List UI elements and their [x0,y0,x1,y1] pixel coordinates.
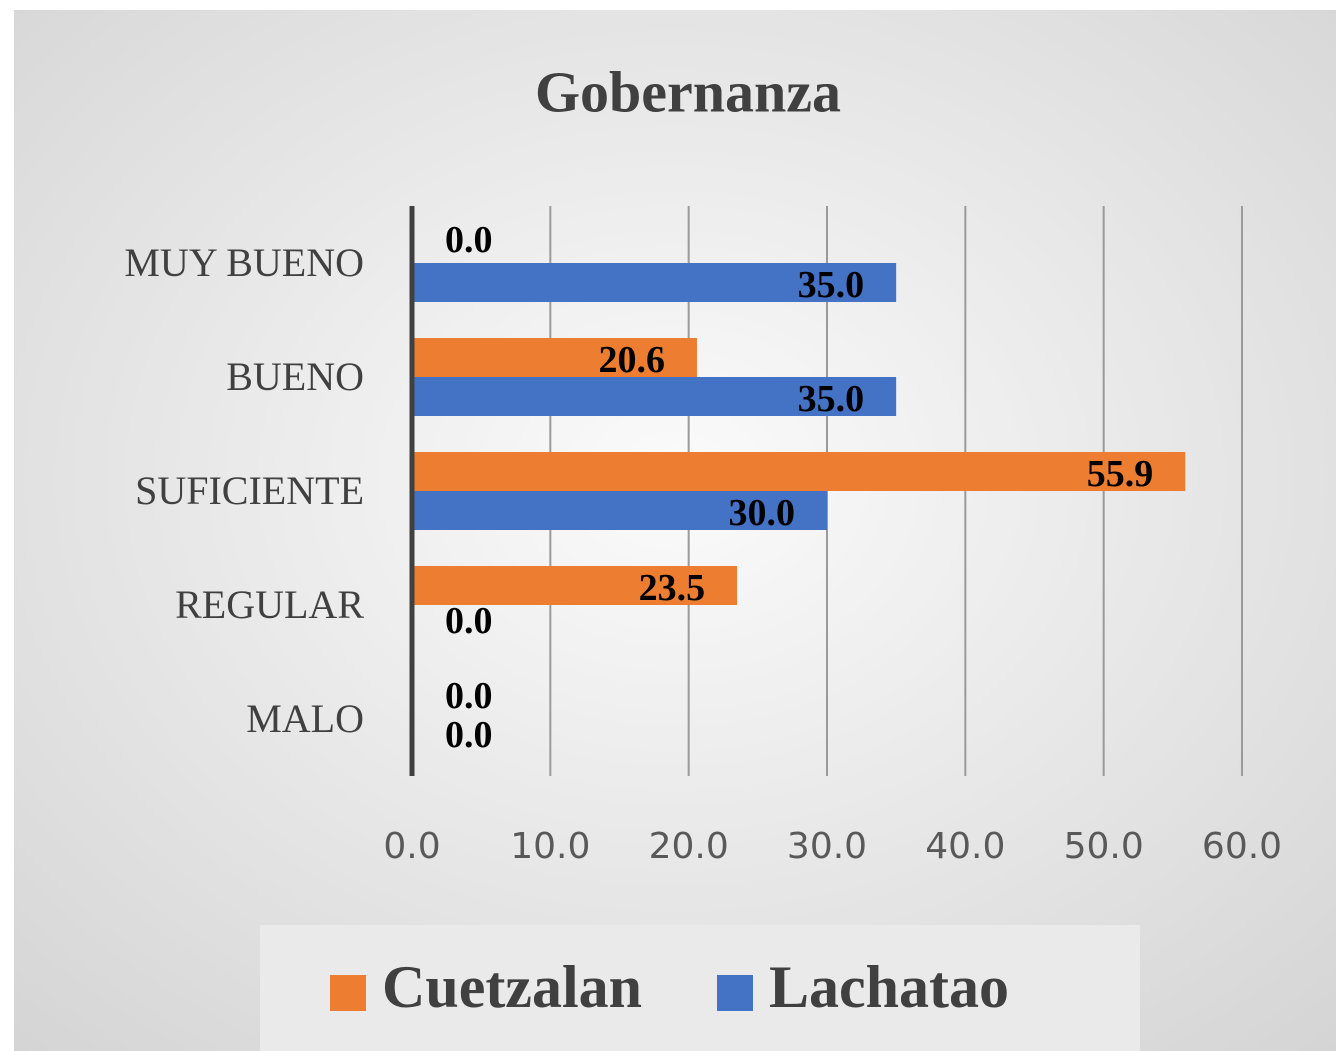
legend-swatch [330,975,366,1011]
y-tick-label: REGULAR [175,582,364,627]
x-tick-label: 50.0 [1064,826,1144,867]
chart-background [14,10,1336,1051]
bar [412,452,1186,491]
data-label: 0.0 [445,714,493,756]
data-label: 20.6 [598,339,665,381]
x-tick-label: 60.0 [1202,826,1282,867]
y-tick-label: BUENO [226,354,364,399]
data-label: 0.0 [445,219,493,261]
y-tick-label: MUY BUENO [124,240,364,285]
data-label: 0.0 [445,675,493,717]
data-label: 30.0 [729,492,796,534]
legend-label: Cuetzalan [382,954,642,1020]
data-label: 55.9 [1087,453,1154,495]
x-tick-label: 30.0 [787,826,867,867]
x-tick-label: 0.0 [383,826,440,867]
data-label: 23.5 [639,567,706,609]
data-label: 35.0 [798,378,865,420]
y-tick-label: MALO [246,696,364,741]
y-tick-label: SUFICIENTE [135,468,364,513]
bar [412,263,897,302]
bar [412,338,697,377]
legend-swatch [716,975,753,1011]
x-tick-label: 10.0 [510,826,590,867]
bar [412,566,738,605]
bar [412,377,897,416]
data-label: 0.0 [445,600,493,642]
x-tick-label: 20.0 [649,826,729,867]
x-tick-label: 40.0 [925,826,1005,867]
legend-label: Lachatao [769,954,1009,1020]
chart-title: Gobernanza [535,59,841,124]
bar [412,491,827,530]
legend-box [260,925,1140,1051]
data-label: 35.0 [798,264,865,306]
